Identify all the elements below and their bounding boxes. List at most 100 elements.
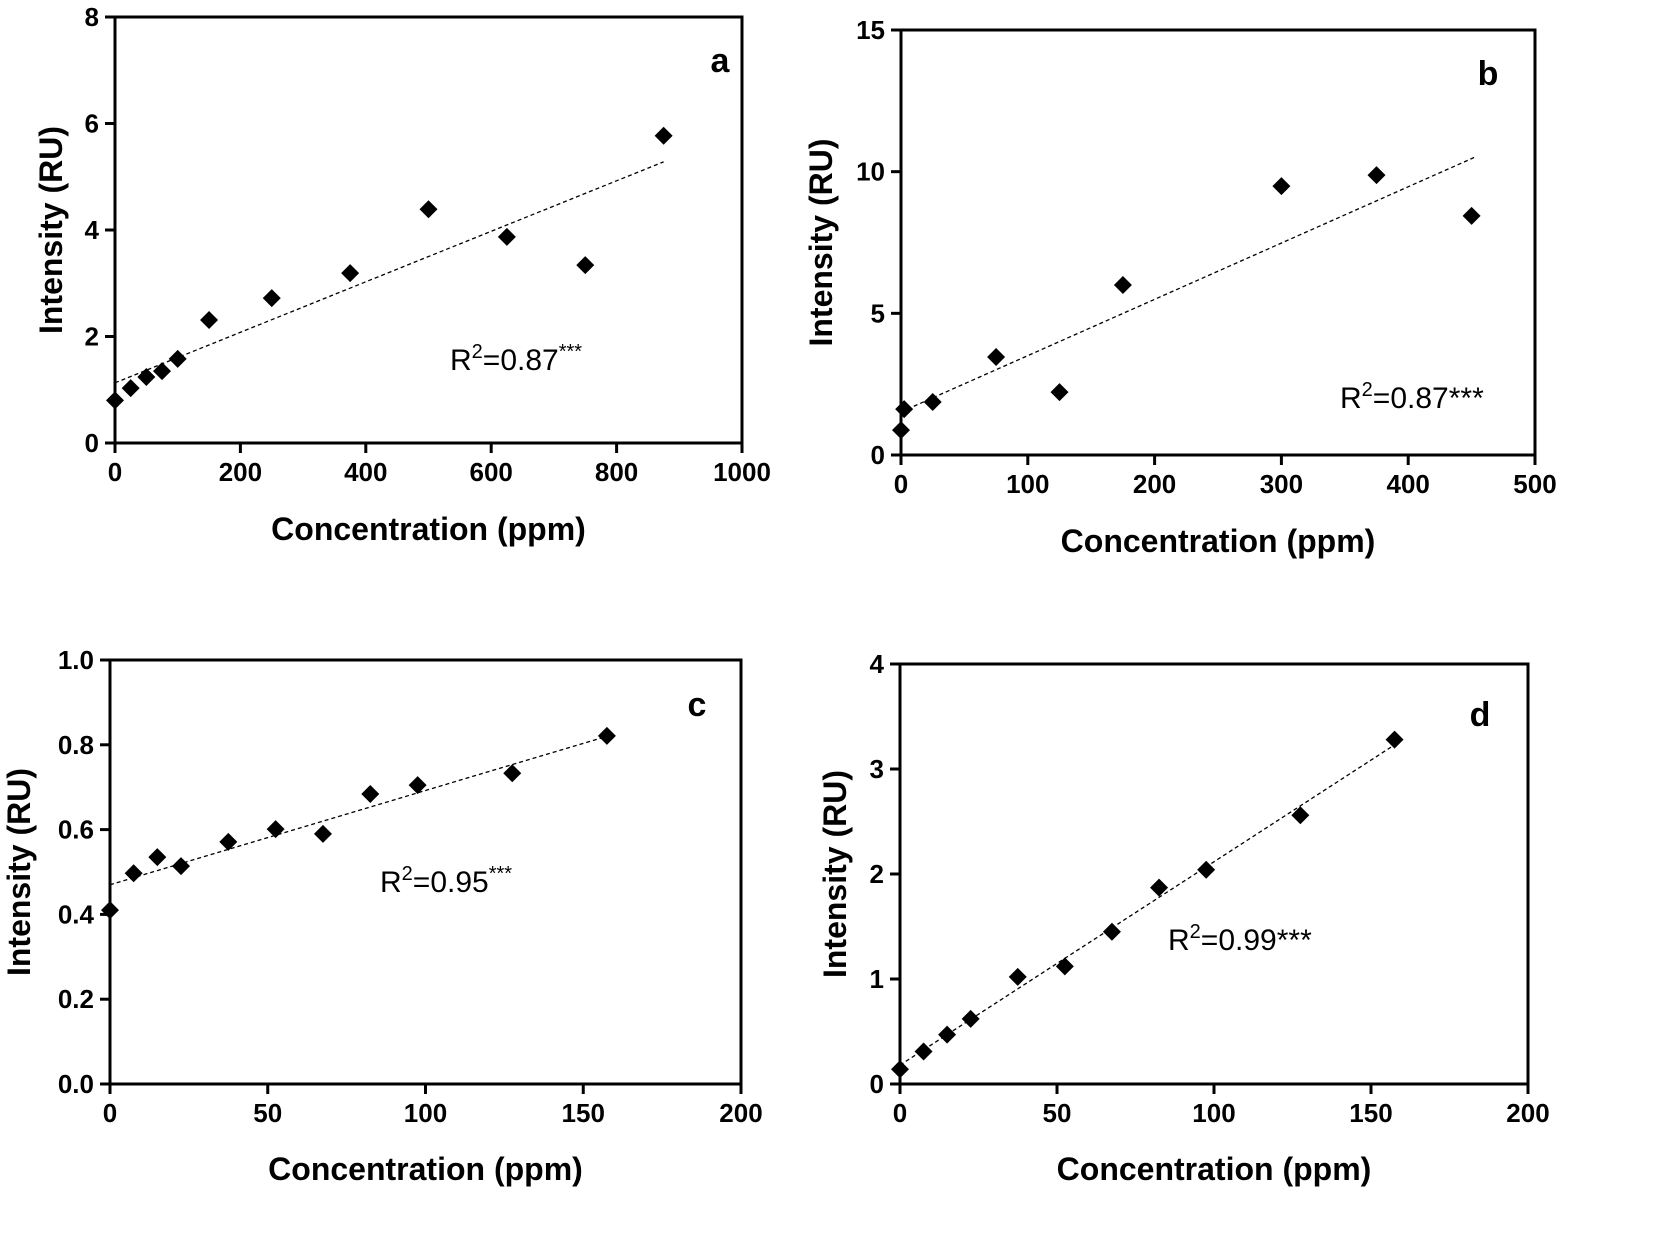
data-point — [168, 349, 187, 368]
panel-c: 0 50 100 150 200 0.0 0.2 0.4 0.6 0.8 1.0 Concentrat… — [1, 645, 763, 1187]
r-squared-value: =0.95 — [413, 866, 489, 899]
r-squared-annotation: R2=0.95*** — [380, 863, 512, 899]
r-exponent: 2 — [1362, 379, 1373, 401]
r-exponent: 2 — [402, 863, 413, 885]
x-axis-label: Concentration (ppm) — [1057, 1151, 1372, 1187]
y-axis-label: Intensity (RU) — [817, 770, 853, 978]
x-tick-label: 200 — [719, 1098, 762, 1128]
data-point — [153, 362, 172, 381]
r-squared-annotation: R2=0.99*** — [1168, 921, 1312, 957]
y-tick-label: 0 — [85, 428, 99, 458]
x-tick-label: 150 — [562, 1098, 605, 1128]
data-point — [654, 126, 673, 145]
x-tick-label: 300 — [1260, 469, 1303, 499]
r-symbol: R — [1168, 924, 1190, 957]
panel-a: 0 200 400 600 800 1000 0 2 4 6 8 Concentration (ppm… — [33, 2, 771, 547]
panel-label: a — [711, 42, 731, 80]
r-symbol: R — [1340, 382, 1362, 415]
data-point — [914, 1042, 933, 1061]
y-tick-label: 8 — [85, 2, 99, 32]
x-tick-label: 600 — [470, 457, 513, 487]
y-tick-label: 15 — [856, 15, 885, 45]
data-point — [961, 1009, 980, 1028]
x-tick-label: 50 — [1043, 1098, 1072, 1128]
r-squared-annotation: R2=0.87*** — [450, 341, 582, 377]
significance-stars: *** — [1277, 924, 1312, 957]
r-squared-value: =0.87 — [483, 344, 559, 377]
data-point — [1008, 967, 1027, 986]
data-point — [938, 1025, 957, 1044]
x-tick-label: 800 — [595, 457, 638, 487]
y-tick-label: 0 — [870, 1069, 884, 1099]
y-axis-label: Intensity (RU) — [1, 768, 37, 976]
x-tick-label: 50 — [253, 1098, 282, 1128]
significance-stars: *** — [489, 863, 513, 885]
y-axis-label: Intensity (RU) — [33, 126, 69, 334]
x-tick-label: 200 — [219, 457, 262, 487]
data-point — [1367, 166, 1386, 185]
panel-label: c — [688, 686, 707, 724]
panel-b: 0 100 200 300 400 500 0 5 10 15 Concentration (ppm… — [803, 15, 1557, 559]
data-point — [137, 367, 156, 386]
y-tick-label: 3 — [870, 754, 884, 784]
panel-d: 0 50 100 150 200 0 1 2 3 4 Concentration (ppm) Inte… — [817, 649, 1550, 1187]
data-point — [313, 824, 332, 843]
data-point — [266, 820, 285, 839]
trend-line — [900, 156, 1475, 413]
panel-label: d — [1470, 696, 1491, 734]
data-point — [895, 400, 914, 419]
y-tick-label: 0.0 — [58, 1069, 94, 1099]
data-point — [1385, 730, 1404, 749]
panel-label: b — [1478, 55, 1499, 93]
significance-stars: *** — [1449, 382, 1484, 415]
r-squared-value: =0.87 — [1373, 382, 1449, 415]
y-tick-label: 2 — [85, 322, 99, 352]
data-point — [1050, 383, 1069, 402]
r-symbol: R — [380, 866, 402, 899]
data-point — [124, 864, 143, 883]
data-point — [171, 857, 190, 876]
data-point — [419, 200, 438, 219]
plot-frame — [899, 28, 1537, 457]
x-tick-label: 0 — [103, 1098, 117, 1128]
x-axis-label: Concentration (ppm) — [1061, 523, 1376, 559]
x-tick-label: 200 — [1506, 1098, 1549, 1128]
data-point — [1291, 806, 1310, 825]
x-tick-label: 1000 — [713, 457, 771, 487]
r-squared-value: =0.99 — [1201, 924, 1277, 957]
x-tick-label: 200 — [1133, 469, 1176, 499]
data-point — [923, 393, 942, 412]
y-tick-label: 4 — [85, 215, 100, 245]
x-axis-label: Concentration (ppm) — [271, 511, 586, 547]
y-tick-label: 2 — [870, 859, 884, 889]
data-point — [1462, 206, 1481, 225]
data-point — [1150, 878, 1169, 897]
data-point — [892, 421, 910, 440]
data-point — [219, 832, 238, 851]
data-point — [987, 347, 1006, 366]
y-tick-label: 0.8 — [58, 730, 94, 760]
significance-stars: *** — [559, 341, 583, 363]
y-axis-label: Intensity (RU) — [803, 139, 839, 347]
x-tick-label: 500 — [1513, 469, 1556, 499]
plot-frame — [898, 662, 1530, 1086]
y-tick-label: 0.6 — [58, 815, 94, 845]
data-point — [106, 391, 124, 410]
trend-line — [109, 735, 608, 886]
data-point — [1102, 922, 1121, 941]
data-point — [891, 1060, 909, 1079]
x-tick-label: 0 — [108, 457, 122, 487]
x-tick-label: 0 — [894, 469, 908, 499]
data-point — [200, 310, 219, 329]
data-point — [121, 379, 140, 398]
y-tick-label: 1.0 — [58, 645, 94, 675]
x-tick-label: 400 — [1387, 469, 1430, 499]
data-point — [576, 256, 595, 275]
data-point — [361, 784, 380, 803]
data-point — [1055, 957, 1074, 976]
data-point — [1113, 276, 1132, 294]
data-point — [101, 901, 119, 920]
data-point — [497, 227, 516, 246]
x-tick-label: 100 — [404, 1098, 447, 1128]
